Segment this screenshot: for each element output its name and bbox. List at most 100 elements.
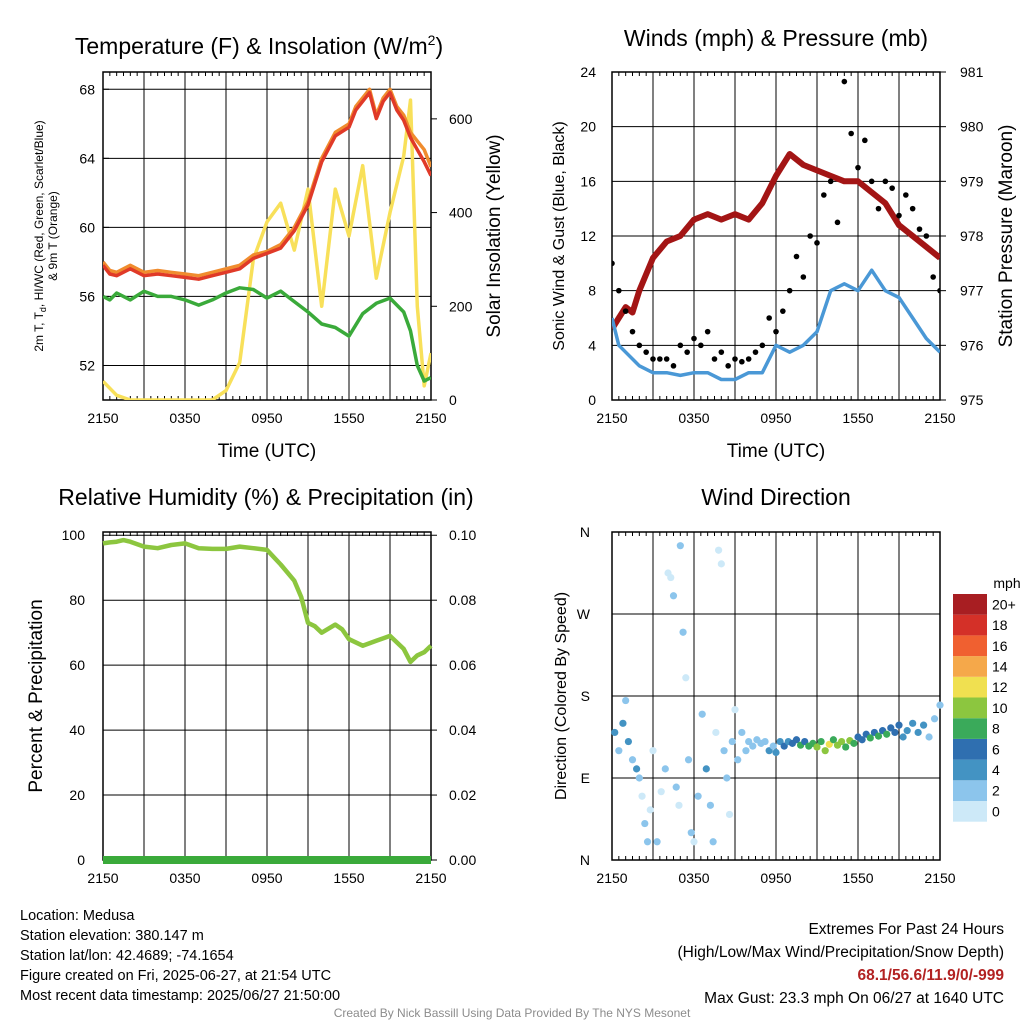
direction-point xyxy=(624,737,633,746)
direction-point xyxy=(838,737,846,746)
gust-point xyxy=(657,356,663,362)
temp-xtick-label: 2150 xyxy=(415,410,446,426)
rh-ytick-right: 0.00 xyxy=(449,852,476,868)
winds-ylabel-left: Sonic Wind & Gust (Blue, Black) xyxy=(551,121,568,350)
direction-point xyxy=(914,728,922,737)
gust-point xyxy=(704,328,711,335)
direction-point xyxy=(723,774,731,782)
rh-ytick-left: 60 xyxy=(69,657,85,673)
direction-point xyxy=(874,732,883,740)
gust-point xyxy=(814,240,820,246)
figure-created: Figure created on Fri, 2025-06-27, at 21… xyxy=(20,968,332,984)
colorbar-swatch xyxy=(953,656,987,677)
gust-point xyxy=(650,356,656,362)
gust-point xyxy=(882,178,889,185)
direction-point xyxy=(842,743,850,751)
direction-point xyxy=(687,829,695,837)
gust-point xyxy=(616,287,622,294)
direction-point xyxy=(690,838,698,846)
gust-point xyxy=(732,356,738,362)
gust-point xyxy=(677,342,684,349)
rh-xtick-label: 2150 xyxy=(87,870,118,886)
gust-point xyxy=(711,356,718,362)
direction-point xyxy=(891,728,899,737)
gust-point xyxy=(889,185,895,191)
direction-point xyxy=(720,747,728,755)
gust-point xyxy=(622,308,629,314)
temp-chart-title: Temperature (F) & Insolation (W/m2) xyxy=(75,32,443,59)
gust-point xyxy=(759,342,766,349)
direction-point xyxy=(858,736,866,744)
direction-xtick-label: 2150 xyxy=(924,870,955,886)
gust-point xyxy=(636,342,643,349)
extremes-subheading: (High/Low/Max Wind/Precipitation/Snow De… xyxy=(677,944,1005,961)
gust-point xyxy=(848,130,854,137)
winds-ylabel-right: Station Pressure (Maroon) xyxy=(996,125,1017,348)
temp-ylabel-right: Solar Insolation (Yellow) xyxy=(484,134,505,337)
direction-point xyxy=(622,696,630,705)
direction-point xyxy=(641,819,649,828)
colorbar-swatch xyxy=(953,635,987,657)
direction-ytick-label: N xyxy=(580,852,590,868)
rh-xtick-label: 0350 xyxy=(169,870,200,886)
direction-point xyxy=(715,546,723,554)
winds-ytick-right: 975 xyxy=(960,392,984,408)
colorbar-label: 18 xyxy=(992,617,1008,633)
direction-xtick-label: 2150 xyxy=(596,870,627,886)
rh-ytick-left: 40 xyxy=(69,722,85,738)
winds-ytick-left: 8 xyxy=(588,283,596,299)
rh-ytick-left: 80 xyxy=(69,592,85,608)
gust-point xyxy=(766,315,772,321)
temp-axes: 2150 0350 0950 1550 2150 Temperature (F) & In… xyxy=(32,32,505,462)
temp-xtick-label: 1550 xyxy=(333,410,364,426)
direction-point xyxy=(669,592,678,600)
rh-xtick-label: 1550 xyxy=(333,870,364,886)
gust-point xyxy=(827,178,834,185)
direction-point xyxy=(728,737,736,746)
gust-point xyxy=(718,349,725,355)
max-gust: Max Gust: 23.3 mph On 06/27 at 1640 UTC xyxy=(704,990,1004,1007)
direction-xtick-label: 0950 xyxy=(760,870,791,886)
temp-xlabel: Time (UTC) xyxy=(218,441,317,462)
gust-point xyxy=(786,287,793,294)
extremes-values: 68.1/56.6/11.9/0/-999 xyxy=(857,967,1004,984)
temp-ytick-right: 200 xyxy=(449,298,473,314)
direction-chart-title: Wind Direction xyxy=(701,484,851,510)
gust-point xyxy=(855,164,861,171)
direction-point xyxy=(694,792,702,800)
direction-point xyxy=(638,792,646,800)
station-elevation: Station elevation: 380.147 m xyxy=(20,928,204,944)
rh-ytick-right: 0.06 xyxy=(449,657,476,673)
winds-xtick-label: 0950 xyxy=(760,410,791,426)
gust-point xyxy=(896,212,902,219)
rh-ytick-right: 0.04 xyxy=(449,722,476,738)
gust-point xyxy=(739,358,745,365)
direction-ytick-label: N xyxy=(580,524,590,540)
direction-point xyxy=(850,739,858,747)
gust-point xyxy=(903,192,909,198)
direction-point xyxy=(925,733,933,741)
direction-point xyxy=(731,706,739,714)
direction-point xyxy=(633,765,641,773)
direction-ytick-label: E xyxy=(581,770,590,786)
extremes-heading: Extremes For Past 24 Hours xyxy=(808,921,1004,938)
direction-point xyxy=(895,721,903,729)
temp-ytick-right: 0 xyxy=(449,392,457,408)
gust-point xyxy=(800,274,807,280)
gust-point xyxy=(841,78,848,85)
temp-ytick-right: 600 xyxy=(449,111,473,127)
gust-point xyxy=(834,219,841,226)
colorbar-label: 12 xyxy=(992,679,1008,695)
winds-ytick-left: 12 xyxy=(580,228,596,244)
colorbar-swatch xyxy=(953,614,987,636)
gust-point xyxy=(691,335,697,342)
direction-point xyxy=(734,756,742,764)
temp-ytick-left: 60 xyxy=(79,219,95,235)
gust-point xyxy=(643,349,649,355)
direction-ylabel: Direction (Colored By Speed) xyxy=(553,592,570,800)
rh-xtick-label: 2150 xyxy=(415,870,446,886)
direction-ytick-label: S xyxy=(581,688,590,704)
temp-ytick-left: 52 xyxy=(79,357,95,373)
direction-point xyxy=(769,742,777,750)
